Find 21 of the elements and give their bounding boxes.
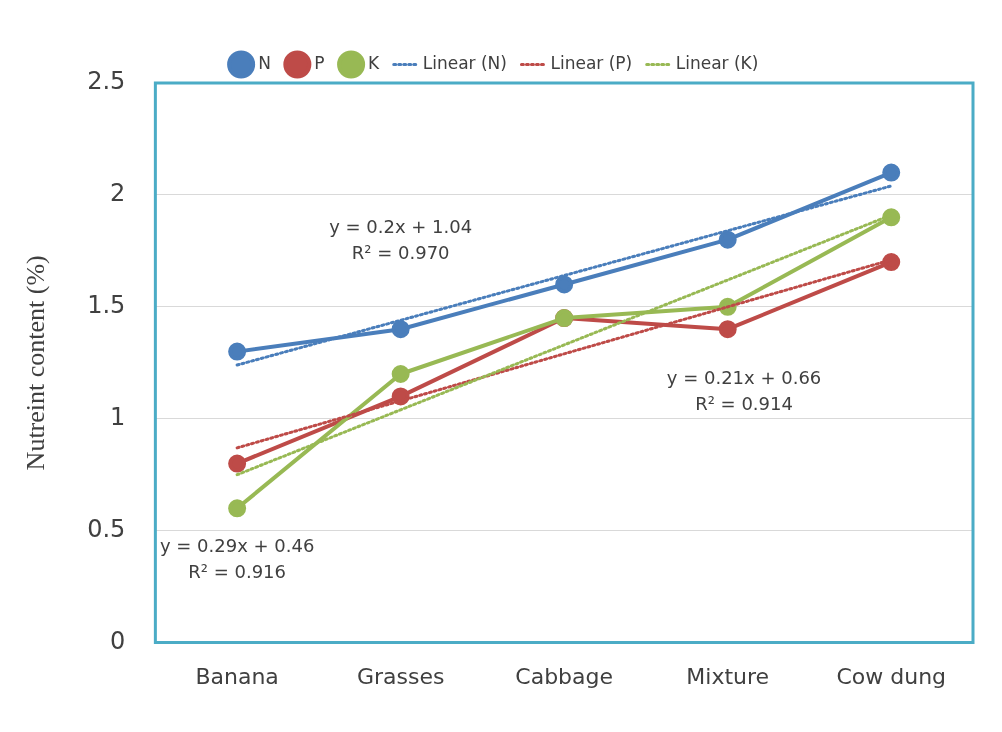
legend-label: Linear (K) (675, 52, 759, 73)
y-axis-title: Nutreint content (%) (21, 255, 51, 471)
x-tick-label: Cow dung (836, 663, 947, 689)
legend-label: Linear (N) (422, 52, 507, 73)
legend-label: Linear (P) (550, 52, 633, 73)
y-tick-label: 1.5 (87, 291, 126, 320)
y-tick-label: 2 (110, 179, 126, 208)
y-tick-label: 1 (110, 402, 126, 431)
annotation: y = 0.29x + 0.46 R² = 0.916 (159, 535, 315, 583)
legend-label: N (258, 52, 271, 73)
annotation: y = 0.2x + 1.04 R² = 0.970 (329, 216, 473, 264)
legend-label: P (314, 52, 325, 73)
y-tick-label: 2.5 (87, 67, 126, 96)
x-tick-label: Banana (195, 663, 279, 689)
legend-label: K (368, 52, 381, 73)
annotation: y = 0.21x + 0.66 R² = 0.914 (666, 367, 822, 415)
x-tick-label: Mixture (686, 663, 770, 689)
y-tick-label: 0.5 (87, 514, 126, 543)
y-tick-label: 0 (110, 626, 126, 655)
x-tick-label: Cabbage (515, 663, 614, 689)
x-tick-label: Grasses (356, 663, 445, 689)
